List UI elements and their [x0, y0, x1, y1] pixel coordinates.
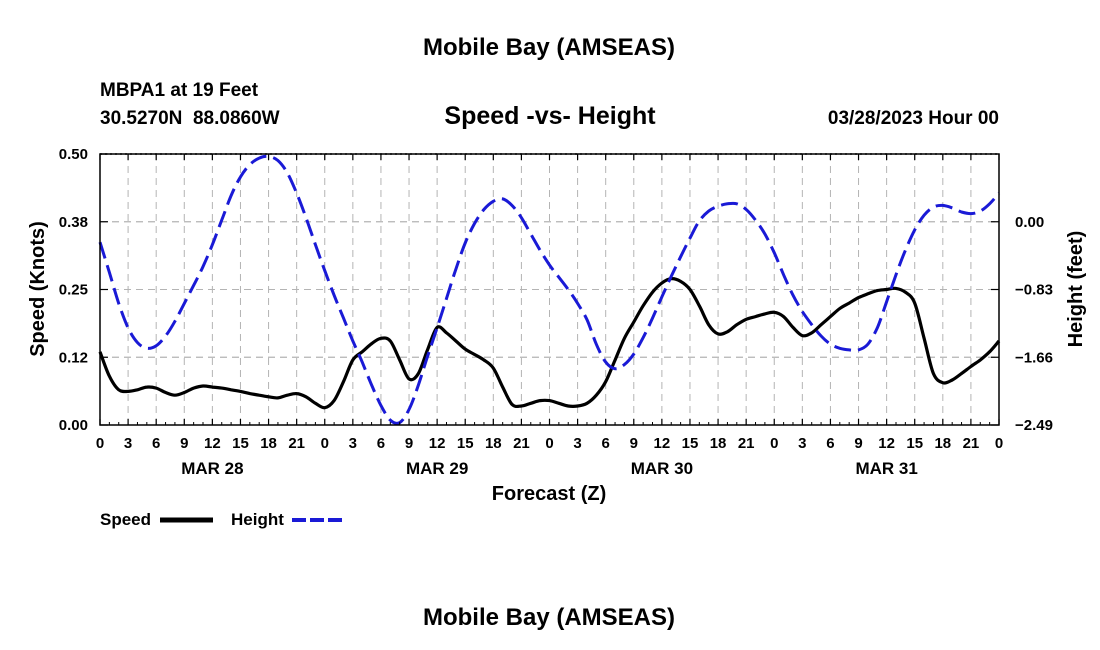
x-tick-label: 9	[630, 435, 638, 452]
chart-title: Mobile Bay (AMSEAS)	[423, 34, 675, 61]
x-tick-label: 21	[963, 435, 980, 452]
x-tick-label: 12	[654, 435, 671, 452]
y-left-tick-label: 0.38	[59, 214, 88, 231]
x-tick-label: 18	[934, 435, 951, 452]
axes-layer: 0 3 6 9 12 15 18 21 0 3 6 9 12 15 18 21 0 3 6 9 12 15 18 21 0 3 6 9…	[59, 146, 1053, 478]
x-tick-label: 12	[204, 435, 221, 452]
station-label: MBPA1 at 19 Feet	[100, 80, 259, 101]
x-tick-label: 21	[738, 435, 755, 452]
x-tick-label: 12	[429, 435, 446, 452]
x-tick-label: 0	[321, 435, 329, 452]
x-tick-label: 18	[260, 435, 277, 452]
day-label: MAR 29	[406, 459, 468, 478]
y-axis-right-label: Height (feet)	[1065, 231, 1087, 348]
x-tick-label: 3	[349, 435, 357, 452]
date-label: 03/28/2023 Hour 00	[828, 108, 999, 129]
x-tick-label: 15	[682, 435, 699, 452]
x-tick-label: 18	[485, 435, 502, 452]
legend: Speed Height	[100, 510, 344, 529]
series-speed-line	[98, 277, 1001, 410]
day-label: MAR 28	[181, 459, 243, 478]
x-tick-label: 0	[545, 435, 553, 452]
chart-subtitle: Speed -vs- Height	[444, 102, 656, 130]
x-tick-label: 9	[405, 435, 413, 452]
coordinates-label: 30.5270N 88.0860W	[100, 108, 280, 129]
x-tick-label: 3	[573, 435, 581, 452]
grid-lines	[100, 154, 999, 425]
x-axis-label: Forecast (Z)	[492, 483, 606, 505]
y-left-tick-label: 0.12	[59, 349, 88, 366]
x-tick-label: 15	[906, 435, 923, 452]
x-tick-label: 21	[288, 435, 305, 452]
y-left-tick-label: 0.25	[59, 282, 88, 299]
x-tick-label: 3	[124, 435, 132, 452]
y-axis-left-label: Speed (Knots)	[27, 221, 49, 357]
x-tick-label: 18	[710, 435, 727, 452]
x-tick-label: 12	[878, 435, 895, 452]
y-left-tick-label: 0.50	[59, 146, 88, 163]
y-left-tick-label: 0.00	[59, 417, 88, 434]
y-right-tick-label: −1.66	[1015, 349, 1053, 366]
y-right-tick-label: −2.49	[1015, 417, 1053, 434]
footer-title: Mobile Bay (AMSEAS)	[423, 604, 675, 631]
x-tick-label: 15	[232, 435, 249, 452]
x-tick-label: 6	[826, 435, 834, 452]
y-right-tick-label: 0.00	[1015, 214, 1044, 231]
x-tick-label: 3	[798, 435, 806, 452]
x-tick-label: 6	[152, 435, 160, 452]
legend-height-label: Height	[231, 510, 284, 529]
x-tick-label: 9	[854, 435, 862, 452]
x-tick-label: 0	[995, 435, 1003, 452]
x-tick-label: 6	[377, 435, 385, 452]
x-tick-label: 21	[513, 435, 530, 452]
x-tick-label: 15	[457, 435, 474, 452]
x-tick-label: 0	[96, 435, 104, 452]
series-layer	[98, 154, 1001, 425]
day-label: MAR 31	[855, 459, 917, 478]
y-right-tick-label: −0.83	[1015, 282, 1053, 299]
x-tick-label: 9	[180, 435, 188, 452]
legend-speed-label: Speed	[100, 510, 151, 529]
day-label: MAR 30	[631, 459, 693, 478]
x-tick-label: 6	[602, 435, 610, 452]
x-tick-label: 0	[770, 435, 778, 452]
series-height-line	[98, 154, 1001, 425]
